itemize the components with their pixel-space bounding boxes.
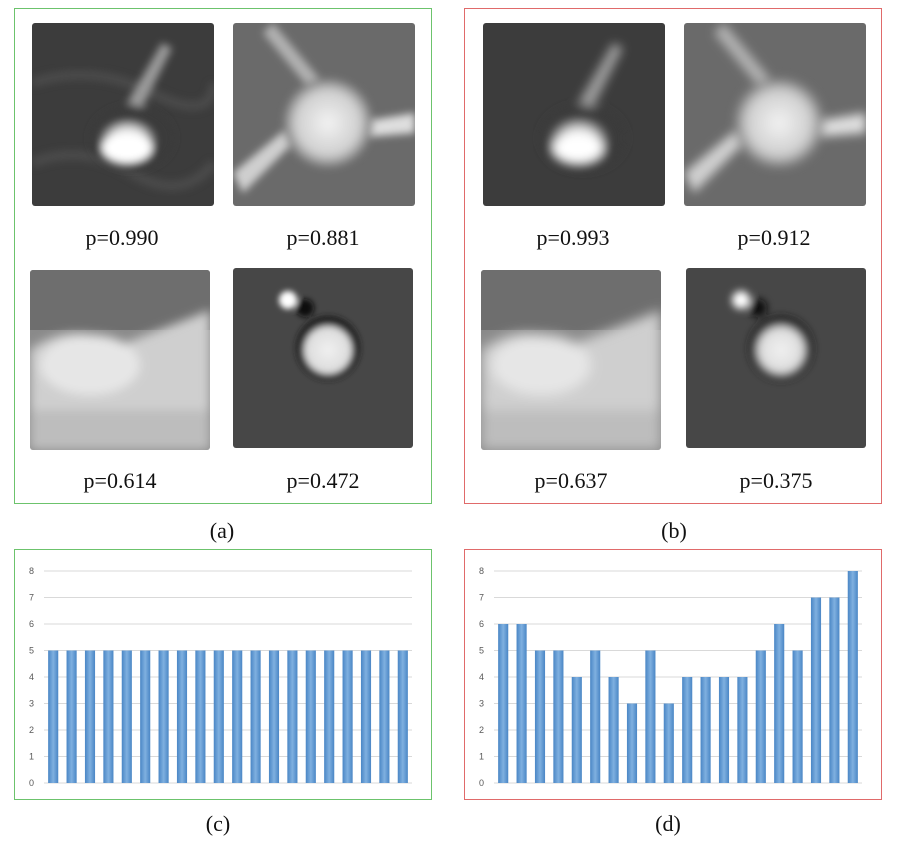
y-tick-label: 2 [479, 725, 484, 735]
y-tick-label: 3 [29, 699, 34, 709]
bar-chart-c: 0 1 2 3 4 5 6 7 8 [29, 566, 412, 788]
bar-2 [516, 624, 527, 783]
y-tick-label: 4 [29, 672, 34, 682]
bar-16 [324, 650, 335, 783]
bar-chart-d: 0 1 2 3 4 5 6 7 8 [479, 566, 862, 788]
y-tick-label: 0 [29, 778, 34, 788]
bar-9 [645, 650, 656, 783]
ct-image-b2 [684, 23, 866, 206]
bar-18 [810, 597, 822, 783]
bar-14 [287, 650, 298, 783]
ct-image-b4 [686, 268, 866, 448]
bar-18 [360, 650, 372, 783]
bar-10 [213, 650, 224, 783]
probability-label: p=0.472 [286, 468, 360, 493]
panel-d [464, 549, 882, 800]
bar-19 [379, 650, 390, 783]
y-tick-label: 1 [29, 752, 34, 762]
ct-image-a4 [233, 268, 413, 448]
caption-a: (a) [209, 518, 235, 543]
bar-10 [663, 703, 674, 783]
bar-20 [847, 571, 858, 783]
panel-a [14, 8, 432, 504]
bar-13 [718, 677, 730, 783]
bar-15 [755, 650, 766, 783]
bar-11 [232, 650, 243, 783]
bar-1 [48, 650, 59, 783]
bar-16 [774, 624, 785, 783]
y-tick-label: 7 [479, 593, 484, 603]
probability-label: p=0.614 [83, 468, 157, 493]
bar-14 [737, 677, 748, 783]
bar-7 [608, 677, 619, 783]
bar-17 [792, 650, 803, 783]
bar-4 [103, 650, 114, 783]
bar-2 [66, 650, 77, 783]
bar-17 [342, 650, 353, 783]
bar-19 [829, 597, 840, 783]
y-tick-label: 7 [29, 593, 34, 603]
ct-image-a2 [233, 23, 415, 206]
y-tick-label: 1 [479, 752, 484, 762]
bar-3 [84, 650, 96, 783]
y-tick-label: 2 [29, 725, 34, 735]
y-tick-label: 6 [29, 619, 34, 629]
probability-label: p=0.375 [739, 468, 813, 493]
panel-c [14, 549, 432, 800]
bar-6 [590, 650, 601, 783]
bar-1 [498, 624, 509, 783]
y-tick-label: 3 [479, 699, 484, 709]
bar-6 [140, 650, 151, 783]
bar-11 [682, 677, 693, 783]
y-tick-label: 0 [479, 778, 484, 788]
probability-label: p=0.993 [536, 225, 610, 250]
caption-c: (c) [205, 811, 231, 836]
ct-image-b1 [483, 23, 665, 206]
probability-label: p=0.881 [286, 225, 360, 250]
ct-image-b3 [481, 270, 661, 450]
ct-image-a3 [30, 270, 210, 450]
bar-13 [268, 650, 280, 783]
y-tick-label: 5 [29, 646, 34, 656]
y-tick-label: 4 [479, 672, 484, 682]
caption-d: (d) [655, 811, 681, 836]
bar-15 [305, 650, 316, 783]
bar-8 [626, 703, 638, 783]
probability-label: p=0.912 [737, 225, 811, 250]
bar-9 [195, 650, 206, 783]
y-tick-label: 8 [29, 566, 34, 576]
caption-b: (b) [661, 518, 687, 543]
bar-4 [553, 650, 564, 783]
y-tick-label: 8 [479, 566, 484, 576]
probability-label: p=0.990 [85, 225, 159, 250]
y-tick-label: 6 [479, 619, 484, 629]
bar-12 [250, 650, 261, 783]
bar-3 [534, 650, 546, 783]
bar-12 [700, 677, 711, 783]
ct-image-a1 [32, 23, 214, 206]
probability-label: p=0.637 [534, 468, 608, 493]
bar-5 [571, 677, 582, 783]
bar-20 [397, 650, 408, 783]
panel-b [464, 8, 882, 504]
bar-8 [176, 650, 188, 783]
bar-7 [158, 650, 169, 783]
bar-5 [121, 650, 132, 783]
y-tick-label: 5 [479, 646, 484, 656]
